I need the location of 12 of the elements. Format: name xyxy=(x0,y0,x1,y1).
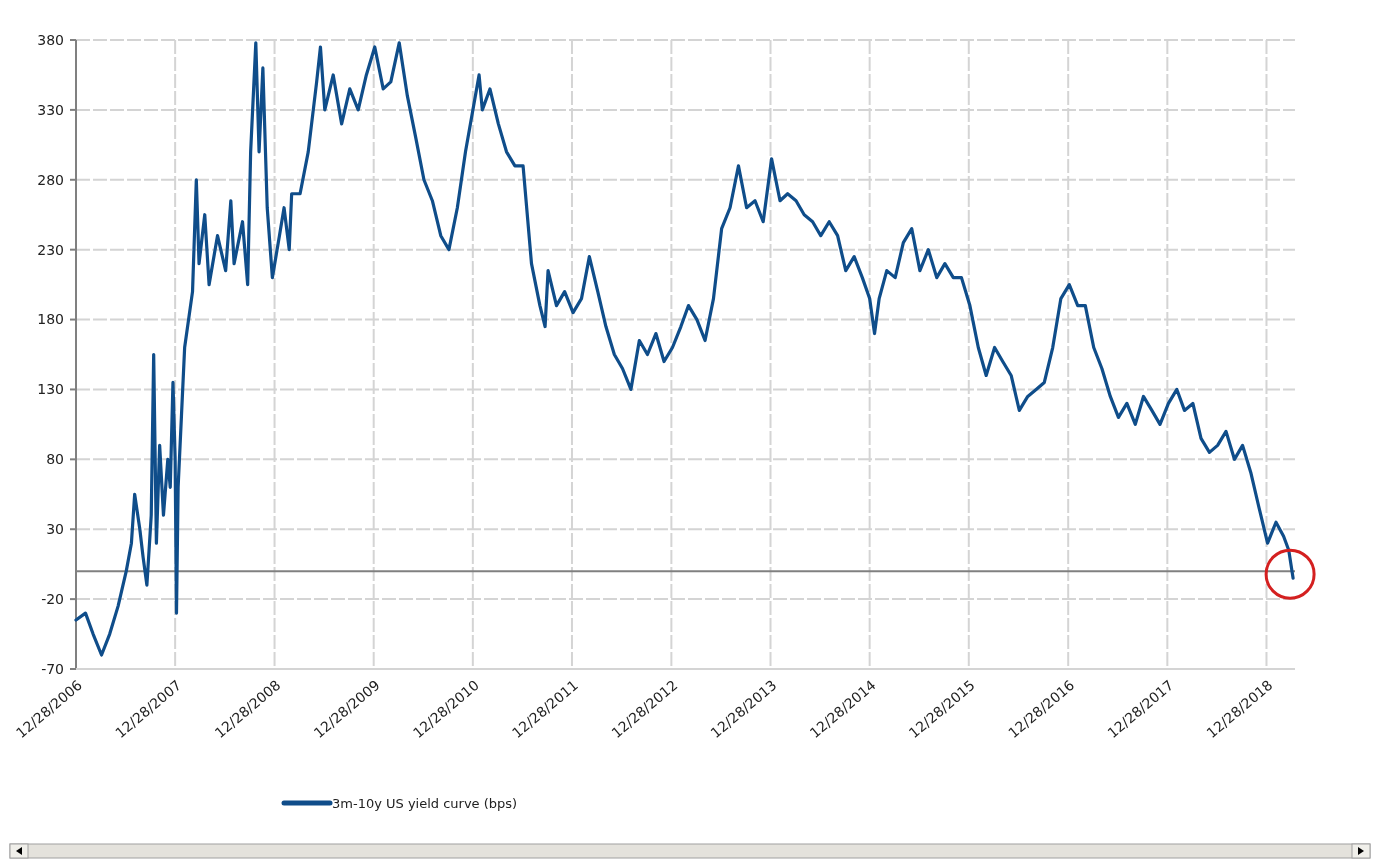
y-tick-label: 130 xyxy=(37,381,64,398)
y-tick-label: 330 xyxy=(37,101,64,118)
y-tick-label: -20 xyxy=(41,591,64,608)
line-series xyxy=(74,41,1295,657)
y-tick-label: -70 xyxy=(41,660,64,677)
y-tick-label: 180 xyxy=(37,311,64,328)
y-tick-label: 30 xyxy=(46,521,64,538)
legend-label: 3m-10y US yield curve (bps) xyxy=(332,795,518,811)
y-tick-label: 380 xyxy=(37,31,64,48)
y-tick-label: 80 xyxy=(46,451,64,468)
y-tick-label: 230 xyxy=(37,241,64,258)
y-tick-label: 280 xyxy=(37,171,64,188)
